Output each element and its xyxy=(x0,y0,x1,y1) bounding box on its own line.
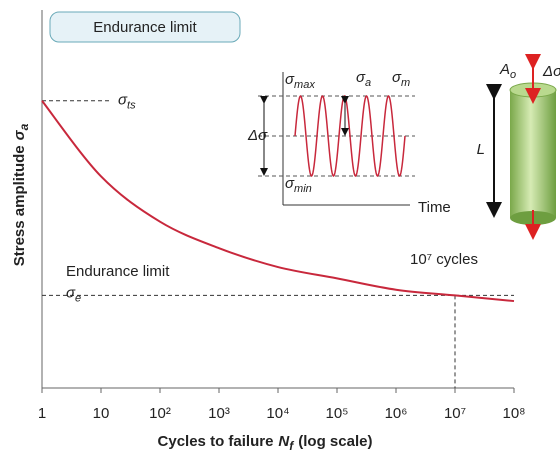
x-tick-label: 10⁴ xyxy=(266,405,289,422)
sigma-max-sub: max xyxy=(294,79,315,91)
sigma-m-sub: m xyxy=(401,77,410,89)
cylinder xyxy=(510,90,556,218)
x-tick-label: 10³ xyxy=(208,405,230,422)
sigma-e: σe xyxy=(66,284,81,304)
sine-wave xyxy=(295,96,405,176)
x-axis-title-suffix: (log scale) xyxy=(298,433,372,450)
chart: Endurance limit L Δσ Time Δσ Endurance l… xyxy=(0,0,560,458)
sigma-m: σm xyxy=(392,69,410,89)
length-label: L xyxy=(477,141,485,158)
y-axis-title-sub: a xyxy=(17,123,31,130)
x-tick-label: 10² xyxy=(149,405,171,422)
area-label: Ao xyxy=(499,61,516,81)
sigma-ts-sub: ts xyxy=(127,100,136,112)
x-tick-label: 1 xyxy=(38,405,46,422)
chart-title: Endurance limit xyxy=(93,19,197,36)
area-label-sub: o xyxy=(510,69,516,81)
time-label: Time xyxy=(418,199,451,216)
sigma-min: σmin xyxy=(285,175,312,195)
sigma-a-sub: a xyxy=(365,77,371,89)
sigma-e-sub: e xyxy=(75,292,81,304)
x-axis-title-sub: f xyxy=(289,439,294,453)
sigma-ts: σts xyxy=(118,92,136,112)
sigma-a: σa xyxy=(356,69,371,89)
x-tick-label: 10⁵ xyxy=(326,405,349,422)
x-tick-label: 10 xyxy=(93,405,110,422)
inset xyxy=(258,72,415,205)
delta-label: Δσ xyxy=(247,127,268,144)
area-label-symbol: A xyxy=(499,61,510,78)
cycles-label: 10⁷ cycles xyxy=(410,251,478,268)
sigma-min-sub: min xyxy=(294,183,312,195)
endurance-label: Endurance limit xyxy=(66,263,170,280)
sigma-max: σmax xyxy=(285,71,315,91)
y-axis-title: Stress amplitudeσa xyxy=(11,123,31,266)
y-axis-title-text: Stress amplitude xyxy=(11,145,28,266)
x-tick-label: 10⁶ xyxy=(385,405,408,422)
x-axis-title-text: Cycles to failure xyxy=(158,433,274,450)
x-tick-label: 10⁸ xyxy=(502,405,525,422)
load-label: Δσ xyxy=(542,63,560,80)
x-tick-label: 10⁷ xyxy=(444,405,466,422)
specimen xyxy=(494,62,556,232)
